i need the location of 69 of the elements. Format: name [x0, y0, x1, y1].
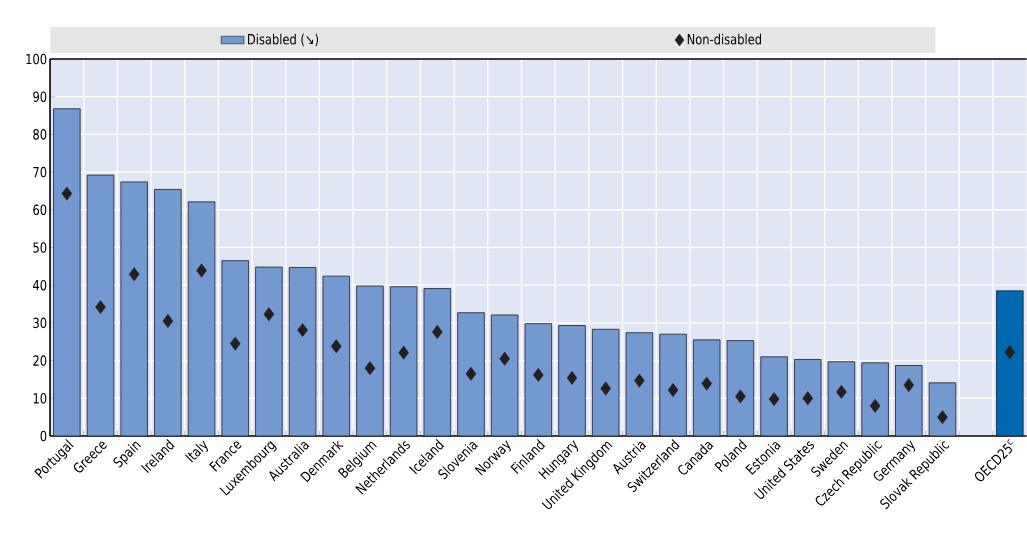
y-tick-label: 50 [33, 242, 47, 253]
legend-label: Disabled (↘) [248, 33, 319, 47]
bar [524, 323, 553, 437]
bar [726, 340, 755, 437]
point [1004, 345, 1016, 360]
bar [423, 288, 452, 437]
bar [861, 362, 889, 437]
bar [457, 312, 485, 437]
point [701, 376, 712, 391]
y-tick-label: 30 [33, 317, 47, 329]
bar [928, 382, 957, 437]
bar [895, 365, 923, 437]
point [566, 370, 578, 385]
bar [120, 181, 148, 437]
point [364, 361, 376, 376]
bar [558, 325, 586, 437]
y-tick-label: 70 [33, 166, 47, 178]
bar [53, 108, 81, 437]
point [229, 336, 241, 351]
point [297, 323, 308, 337]
y-tick-label: 80 [33, 129, 47, 140]
point [802, 391, 814, 406]
point [95, 300, 106, 314]
bar [996, 290, 1024, 437]
bar [86, 174, 115, 437]
bar [356, 285, 384, 437]
point [465, 366, 477, 381]
bar [591, 328, 620, 437]
x-tick-label: Italy [185, 440, 209, 463]
y-tick-label: 20 [33, 355, 47, 366]
bar [389, 286, 418, 437]
point [263, 307, 275, 322]
point [533, 367, 544, 382]
point [499, 351, 510, 366]
y-tick-label: 40 [33, 279, 47, 291]
legend-label: Non-disabled [687, 33, 761, 45]
point [768, 392, 780, 406]
bar [187, 201, 216, 437]
point [600, 381, 611, 396]
point [162, 314, 174, 328]
point [667, 383, 679, 397]
bar [794, 359, 822, 437]
point [937, 410, 948, 425]
bar [827, 361, 856, 437]
bar [288, 267, 317, 437]
bar [760, 356, 788, 437]
y-tick-label: 60 [33, 204, 47, 216]
point [331, 339, 342, 354]
y-tick-label: 10 [33, 392, 47, 404]
point [903, 378, 915, 393]
y-tick-label: 90 [33, 91, 47, 102]
point [869, 398, 881, 413]
bar [490, 314, 519, 437]
point [398, 345, 409, 360]
bar [154, 189, 182, 437]
bar [625, 332, 654, 437]
point [634, 373, 645, 388]
point [836, 384, 847, 399]
bar [322, 275, 350, 437]
point [128, 267, 140, 282]
bar [255, 266, 283, 437]
y-tick-label: 100 [26, 53, 47, 65]
point [432, 325, 443, 339]
point [61, 186, 73, 201]
point [196, 263, 207, 278]
point [735, 389, 746, 404]
bar [659, 333, 687, 437]
bar [221, 260, 249, 437]
bar [693, 339, 721, 437]
